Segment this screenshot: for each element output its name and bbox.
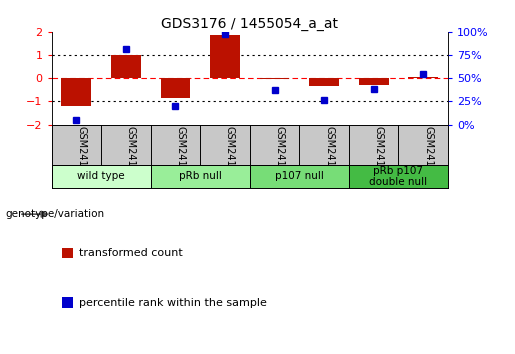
- Text: transformed count: transformed count: [79, 248, 183, 258]
- Text: GSM241885: GSM241885: [225, 126, 235, 185]
- Text: GSM241888: GSM241888: [374, 126, 384, 185]
- Text: GSM241883: GSM241883: [176, 126, 185, 185]
- Bar: [250, 165, 349, 188]
- Bar: [260, 78, 289, 79]
- Text: GSM241927: GSM241927: [423, 126, 433, 185]
- Bar: [359, 78, 388, 85]
- Bar: [61, 78, 91, 106]
- Text: GSM241887: GSM241887: [324, 126, 334, 185]
- Text: percentile rank within the sample: percentile rank within the sample: [79, 298, 267, 308]
- Text: GSM241882: GSM241882: [126, 126, 136, 185]
- Bar: [309, 78, 339, 86]
- Bar: [52, 165, 150, 188]
- Title: GDS3176 / 1455054_a_at: GDS3176 / 1455054_a_at: [161, 17, 338, 31]
- Bar: [408, 77, 438, 78]
- Text: wild type: wild type: [77, 171, 125, 182]
- Text: GSM241881: GSM241881: [76, 126, 87, 185]
- Text: genotype/variation: genotype/variation: [5, 209, 104, 219]
- Bar: [150, 165, 250, 188]
- Text: GSM241886: GSM241886: [274, 126, 285, 185]
- Text: p107 null: p107 null: [275, 171, 324, 182]
- Bar: [349, 165, 448, 188]
- Text: pRb p107
double null: pRb p107 double null: [369, 166, 427, 187]
- Bar: [111, 55, 141, 78]
- Text: pRb null: pRb null: [179, 171, 221, 182]
- Bar: [210, 35, 240, 78]
- Bar: [161, 78, 190, 98]
